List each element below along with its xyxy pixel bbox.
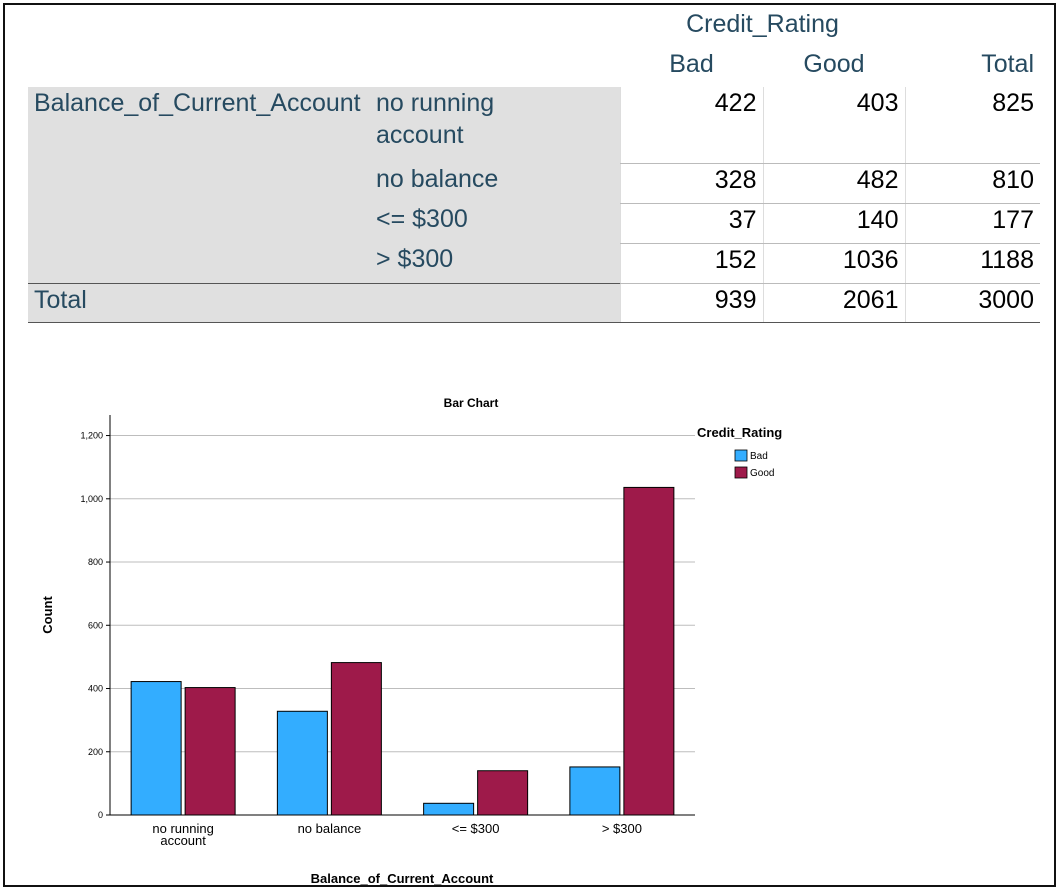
cell: 403: [762, 87, 905, 164]
bar: [423, 802, 475, 816]
x-axis-label: Balance_of_Current_Account: [311, 871, 494, 886]
y-tick-label: 1,200: [80, 431, 103, 441]
row-label: > $300: [376, 245, 454, 273]
y-tick-label: 0: [98, 810, 103, 820]
cell: 37: [619, 203, 763, 244]
chart-title: Bar Chart: [444, 396, 499, 410]
legend-swatch: [734, 449, 748, 462]
table-row: Bad Good Total: [28, 48, 1040, 87]
bar: [276, 710, 328, 816]
legend-title: Credit_Rating: [697, 425, 782, 440]
cell: 482: [762, 163, 905, 204]
table-row: > $300 152 1036 1188: [28, 243, 1040, 284]
bar: [184, 687, 236, 816]
row-header: > $300: [370, 243, 620, 283]
row-header: no running account: [370, 87, 620, 163]
bar: [330, 662, 382, 816]
bar: [569, 766, 621, 816]
y-tick-label: 400: [88, 684, 103, 694]
total-label: Total: [28, 282, 620, 323]
bar: [130, 681, 182, 816]
cell: 3000: [904, 282, 1040, 323]
cell: 810: [904, 163, 1040, 204]
cell: 328: [619, 163, 763, 204]
cell: 1188: [904, 243, 1040, 284]
legend-label: Good: [750, 468, 774, 479]
y-tick-label: 800: [88, 557, 103, 567]
table-row: no balance 328 482 810: [28, 163, 1040, 204]
y-tick-label: 200: [88, 747, 103, 757]
table-row: Credit_Rating: [28, 8, 1040, 48]
y-tick-label: 600: [88, 620, 103, 630]
table-row: Total 939 2061 3000: [28, 282, 1040, 323]
row-label: no balance: [376, 165, 499, 193]
cell: 140: [762, 203, 905, 244]
cell: 177: [904, 203, 1040, 244]
bar: [623, 486, 675, 816]
cell: 152: [619, 243, 763, 284]
column-header: Bad: [669, 50, 714, 78]
y-tick-label: 1,000: [80, 494, 103, 504]
row-header: no balance: [370, 163, 620, 203]
row-header: <= $300: [370, 203, 620, 243]
y-axis-label: Count: [40, 596, 55, 634]
cell: 422: [619, 87, 763, 164]
legend-swatch: [734, 466, 748, 479]
frame: [3, 3, 1056, 887]
column-group-header: Credit_Rating: [686, 10, 839, 38]
table-row: Balance_of_Current_Account no running acc…: [28, 87, 1040, 283]
column-header: Good: [803, 50, 865, 78]
cell: 939: [619, 282, 763, 323]
row-label: <= $300: [376, 205, 468, 233]
row-group-header: Balance_of_Current_Account: [28, 87, 370, 283]
legend-label: Bad: [750, 451, 768, 462]
column-header: Total: [981, 50, 1034, 78]
row-label: no running account: [376, 89, 495, 149]
table-row: <= $300 37 140 177: [28, 203, 1040, 244]
cell: 2061: [762, 282, 905, 323]
crosstab: Credit_Rating Bad Good Total Balance_of_Curr…: [28, 8, 1040, 323]
cell: 825: [904, 87, 1040, 164]
bar: [477, 770, 529, 816]
cell: 1036: [762, 243, 905, 284]
